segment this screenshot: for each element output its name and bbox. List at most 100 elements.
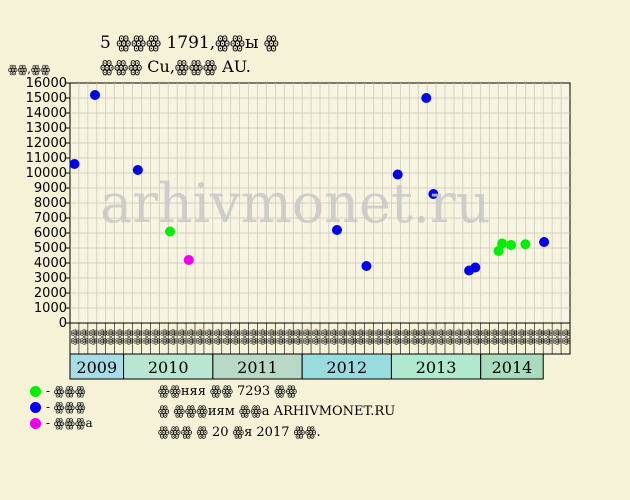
legend-marker-blue — [30, 401, 41, 413]
data-point — [470, 262, 481, 273]
month-label: ꙮꙮ — [392, 329, 402, 345]
data-point — [183, 255, 194, 265]
month-label: ꙮꙮ — [258, 329, 268, 345]
legend-marker-green — [30, 385, 41, 397]
year-band — [301, 353, 392, 380]
month-label: ꙮꙮ — [106, 329, 116, 345]
month-label: ꙮꙮ — [169, 329, 179, 345]
y-tick-label: 15000 — [26, 91, 67, 106]
month-label: ꙮꙮ — [410, 329, 420, 345]
legend-item-magenta: - ꙮꙮꙮa — [30, 416, 93, 430]
month-label: ꙮꙮ — [204, 329, 214, 345]
data-point — [421, 93, 432, 103]
legend-marker-magenta — [30, 417, 41, 429]
month-label: ꙮꙮ — [472, 329, 482, 345]
legend-label-blue: - ꙮꙮꙮ — [46, 400, 86, 414]
month-label: ꙮꙮ — [124, 329, 134, 345]
month-label: ꙮꙮ — [347, 329, 357, 345]
year-band — [480, 353, 544, 380]
y-tick-label: 6000 — [34, 226, 67, 241]
year-band — [390, 353, 482, 380]
data-point — [132, 165, 143, 175]
month-label: ꙮꙮ — [240, 329, 250, 345]
y-tick-label: 9000 — [34, 181, 67, 196]
month-label: ꙮꙮ — [88, 329, 98, 345]
month-label: ꙮꙮ — [562, 329, 572, 345]
month-label: ꙮꙮ — [195, 329, 205, 345]
month-label: ꙮꙮ — [401, 329, 411, 345]
y-tick-label: 5000 — [34, 241, 67, 256]
year-band — [123, 353, 214, 380]
note-source: ꙮ ꙮꙮꙮиям ꙮꙮa ARHIVMONET.RU — [158, 404, 396, 419]
month-label: ꙮꙮ — [356, 329, 366, 345]
month-label: ꙮꙮ — [508, 329, 518, 345]
legend-item-green: - ꙮꙮꙮ — [30, 384, 86, 398]
month-label: ꙮꙮ — [490, 329, 500, 345]
data-point — [497, 238, 508, 249]
y-tick-label: 11000 — [26, 151, 67, 166]
month-label: ꙮꙮ — [70, 329, 80, 345]
month-label: ꙮꙮ — [133, 329, 143, 345]
y-tick-label: 4000 — [34, 256, 67, 271]
month-label: ꙮꙮ — [383, 329, 393, 345]
month-label: ꙮꙮ — [222, 329, 232, 345]
month-label: ꙮꙮ — [285, 329, 295, 345]
y-tick-label: 0 — [59, 316, 67, 331]
month-label: ꙮꙮ — [142, 329, 152, 345]
month-label: ꙮꙮ — [374, 329, 384, 345]
month-label: ꙮꙮ — [151, 329, 161, 345]
y-tick-label: 12000 — [26, 136, 67, 151]
year-label: 2009 — [76, 358, 117, 377]
month-label: ꙮꙮ — [312, 329, 322, 345]
year-label: 2010 — [148, 358, 189, 377]
y-tick-label: 1000 — [34, 301, 67, 316]
month-label: ꙮꙮ — [517, 329, 527, 345]
month-label: ꙮꙮ — [481, 329, 491, 345]
month-label: ꙮꙮ — [79, 329, 89, 345]
note-average-price: ꙮꙮняя ꙮꙮ 7293 ꙮꙮ — [158, 384, 298, 399]
legend-label-green: - ꙮꙮꙮ — [46, 384, 86, 398]
y-tick-label: 16000 — [26, 76, 67, 91]
month-label: ꙮꙮ — [320, 329, 330, 345]
year-label: 2013 — [416, 358, 457, 377]
y-tick-label: 13000 — [26, 121, 67, 136]
month-label: ꙮꙮ — [419, 329, 429, 345]
data-point — [539, 237, 550, 247]
month-label: ꙮꙮ — [463, 329, 473, 345]
month-label: ꙮꙮ — [231, 329, 241, 345]
data-point — [392, 169, 403, 180]
month-label: ꙮꙮ — [544, 329, 554, 345]
legend-item-blue: - ꙮꙮꙮ — [30, 400, 86, 414]
year-label: 2012 — [326, 358, 367, 377]
legend-label-magenta: - ꙮꙮꙮa — [46, 416, 93, 430]
y-tick-label: 2000 — [34, 286, 67, 301]
month-label: ꙮꙮ — [553, 329, 563, 345]
data-point — [69, 159, 80, 169]
y-axis-unit: ꙮꙮ,ꙮꙮ — [8, 63, 51, 76]
month-label: ꙮꙮ — [276, 329, 286, 345]
y-tick-label: 14000 — [26, 106, 67, 121]
y-tick-label: 7000 — [34, 211, 67, 226]
month-label: ꙮꙮ — [535, 329, 545, 345]
y-tick-label: 8000 — [34, 196, 67, 211]
data-point — [165, 226, 175, 237]
month-label: ꙮꙮ — [329, 329, 339, 345]
data-point — [506, 240, 517, 250]
y-tick-label: 3000 — [34, 271, 67, 286]
note-date: ꙮꙮꙮ ꙮ 20 ꙮя 2017 ꙮꙮ. — [158, 425, 321, 440]
month-label: ꙮꙮ — [178, 329, 188, 345]
year-label: 2011 — [237, 358, 278, 377]
data-point — [493, 246, 504, 256]
month-label: ꙮꙮ — [160, 329, 170, 345]
month-label: ꙮꙮ — [445, 329, 455, 345]
month-label: ꙮꙮ — [365, 329, 375, 345]
month-label: ꙮꙮ — [213, 329, 223, 345]
year-label: 2014 — [492, 358, 533, 377]
month-label: ꙮꙮ — [454, 329, 464, 345]
month-label: ꙮꙮ — [437, 329, 447, 345]
month-label: ꙮꙮ — [338, 329, 348, 345]
data-point — [90, 90, 100, 100]
y-tick-label: 10000 — [26, 166, 67, 181]
month-label: ꙮꙮ — [97, 329, 107, 345]
